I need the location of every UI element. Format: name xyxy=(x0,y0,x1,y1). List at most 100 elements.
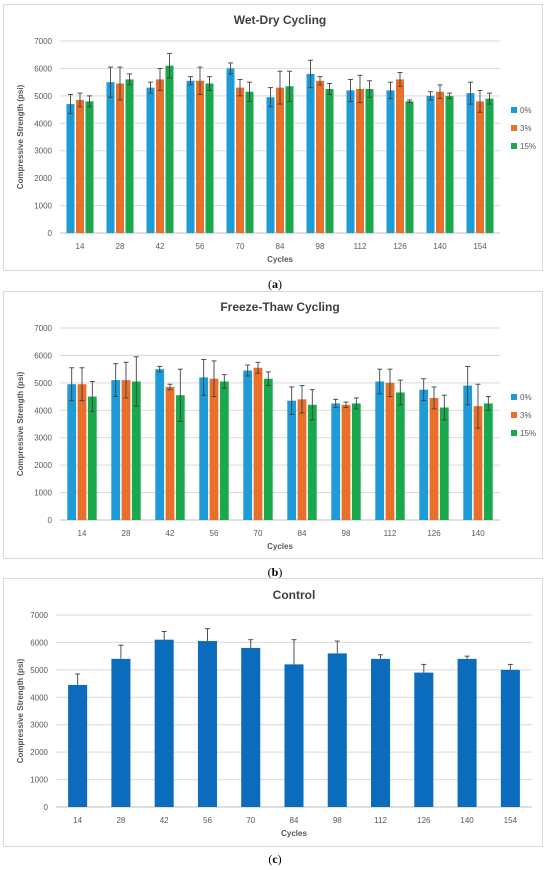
bar xyxy=(111,658,131,807)
x-tick-label: 112 xyxy=(374,816,387,825)
bar xyxy=(466,93,475,233)
bar xyxy=(87,396,97,520)
y-tick-label: 7000 xyxy=(34,37,52,46)
chart-title: Control xyxy=(273,588,316,602)
bar xyxy=(386,90,395,233)
bar xyxy=(146,87,155,233)
chart-freeze-thaw: Freeze-Thaw Cycling 0 1000 2000 3000 4000 5000… xyxy=(16,300,536,551)
x-tick-label: 98 xyxy=(333,816,342,825)
x-tick-label: 56 xyxy=(210,529,219,538)
legend-label: 3% xyxy=(520,124,532,133)
bar xyxy=(365,89,374,233)
legend-label: 3% xyxy=(520,411,532,420)
y-tick-label: 3000 xyxy=(34,434,52,443)
legend-swatch xyxy=(511,412,517,418)
y-tick-label: 1000 xyxy=(34,202,52,211)
bar xyxy=(346,90,355,233)
bar xyxy=(77,384,87,520)
x-tick-label: 112 xyxy=(384,529,397,538)
bar xyxy=(205,83,214,233)
y-tick-label: 2000 xyxy=(34,461,52,470)
legend-label: 15% xyxy=(520,429,536,438)
chart-title: Wet-Dry Cycling xyxy=(234,13,326,27)
x-tick-label: 14 xyxy=(73,816,82,825)
x-tick-label: 56 xyxy=(203,816,212,825)
bar xyxy=(371,658,391,807)
x-tick-label: 70 xyxy=(246,816,255,825)
bar xyxy=(175,395,185,520)
bar xyxy=(68,684,88,807)
y-tick-label: 7000 xyxy=(34,324,52,333)
bar xyxy=(85,101,94,233)
bar xyxy=(341,404,351,520)
bar xyxy=(385,382,395,520)
bar xyxy=(284,664,304,807)
legend-label: 0% xyxy=(520,393,532,402)
y-tick-label: 4000 xyxy=(34,119,52,128)
y-tick-label: 1000 xyxy=(34,489,52,498)
x-tick-label: 42 xyxy=(160,816,169,825)
bar xyxy=(287,400,297,520)
x-tick-label: 98 xyxy=(342,529,351,538)
bar xyxy=(111,380,121,520)
x-tick-label: 28 xyxy=(116,816,125,825)
chart-wet-dry: Wet-Dry Cycling 0 1000 2000 3000 4000 5000 6000… xyxy=(16,13,536,264)
bar xyxy=(219,381,229,520)
bar xyxy=(116,83,124,233)
bar xyxy=(297,399,307,520)
bar xyxy=(121,380,131,520)
bar xyxy=(125,79,134,234)
chart-panel-wet-dry: Wet-Dry Cycling 0 1000 2000 3000 4000 5000 6000… xyxy=(3,4,543,271)
bar xyxy=(316,80,324,234)
bar xyxy=(226,68,235,233)
y-tick-label: 2000 xyxy=(30,748,48,757)
bar xyxy=(356,89,364,233)
x-tick-label: 84 xyxy=(298,529,307,538)
y-tick-label: 0 xyxy=(44,803,49,812)
x-tick-label: 84 xyxy=(276,242,285,251)
x-tick-label: 154 xyxy=(473,242,487,251)
bar xyxy=(266,97,275,233)
caption-c: (c) xyxy=(268,852,282,866)
bar xyxy=(419,389,429,520)
y-tick-label: 6000 xyxy=(34,64,52,73)
y-tick-label: 6000 xyxy=(34,351,52,360)
bar xyxy=(457,658,477,807)
bar xyxy=(236,87,244,233)
y-tick-label: 7000 xyxy=(30,611,48,620)
bar xyxy=(375,381,385,520)
bar xyxy=(186,80,195,234)
chart-title: Freeze-Thaw Cycling xyxy=(220,300,339,314)
x-tick-label: 126 xyxy=(417,816,431,825)
x-tick-label: 14 xyxy=(76,242,85,251)
bar xyxy=(396,79,404,234)
bar xyxy=(66,104,75,233)
bar xyxy=(414,672,434,807)
x-axis-label: Cycles xyxy=(281,829,307,838)
bar xyxy=(245,91,254,233)
bar xyxy=(263,378,273,520)
y-tick-label: 2000 xyxy=(34,174,52,183)
bar xyxy=(327,653,347,807)
legend-label: 0% xyxy=(520,106,532,115)
y-axis-label: Compressive Strength (psi) xyxy=(16,371,25,476)
x-tick-label: 140 xyxy=(433,242,447,251)
x-tick-label: 42 xyxy=(156,242,165,251)
x-tick-label: 126 xyxy=(393,242,407,251)
x-tick-label: 140 xyxy=(471,529,485,538)
bar xyxy=(500,669,520,807)
bar xyxy=(306,73,315,234)
bar xyxy=(285,86,294,233)
legend-swatch xyxy=(511,430,517,436)
chart-control: Control 0 1000 2000 3000 4000 5000 6000 7000 Comp… xyxy=(16,588,532,838)
bar xyxy=(165,65,174,233)
caption-b: (b) xyxy=(267,565,283,579)
bar xyxy=(436,91,444,233)
y-tick-label: 0 xyxy=(48,516,53,525)
bar xyxy=(106,82,115,234)
y-tick-label: 5000 xyxy=(30,666,48,675)
x-tick-label: 28 xyxy=(116,242,125,251)
chart-panel-control: Control 0 1000 2000 3000 4000 5000 6000 7000 Comp… xyxy=(3,578,543,847)
x-tick-label: 98 xyxy=(316,242,325,251)
x-tick-label: 154 xyxy=(504,816,518,825)
